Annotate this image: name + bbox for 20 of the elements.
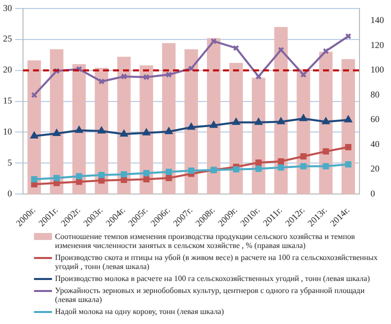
y-tick-label: 0 bbox=[8, 188, 12, 199]
y-tick-label: 25 bbox=[3, 34, 12, 44]
y2-tick-label: 120 bbox=[370, 40, 384, 50]
legend-label: Производство скота и птицы на убой (в живом весе) в расчете на 100 га сельскохозяйственных угодий , тонн (левая шкала) bbox=[55, 253, 379, 271]
y2-tick-label: 60 bbox=[370, 114, 380, 124]
y2-tick-label: 80 bbox=[370, 89, 380, 100]
legend-label: Производство молока в расчете на 100 га сельскохозяйственных угодий , тонн (левая шкала) bbox=[55, 274, 370, 283]
y-tick-label: 10 bbox=[3, 126, 12, 137]
y2-tick-label: 40 bbox=[370, 138, 380, 149]
legend-label: Соотношение темпов изменения производства продукции сельского хозяйства и темпов изменения численности занятых в сельском хозяйстве , % (правая шкала) bbox=[55, 232, 356, 250]
legend-label: Надой молока на одну корову, тонн (левая шкала) bbox=[55, 307, 224, 316]
y2-tick-label: 140 bbox=[370, 15, 384, 26]
y2-tick-label: 0 bbox=[370, 188, 376, 199]
y-tick-label: 30 bbox=[3, 2, 12, 13]
y-tick-label: 5 bbox=[8, 158, 12, 168]
legend-label: Урожайность зерновых и зернобобовых культур, центнеров с одного га убранной площади (левая шкала) bbox=[55, 286, 366, 304]
y-tick-label: 20 bbox=[3, 64, 12, 75]
y-tick-label: 15 bbox=[3, 96, 12, 106]
y2-tick-label: 20 bbox=[370, 164, 380, 174]
y2-tick-label: 100 bbox=[370, 64, 384, 75]
